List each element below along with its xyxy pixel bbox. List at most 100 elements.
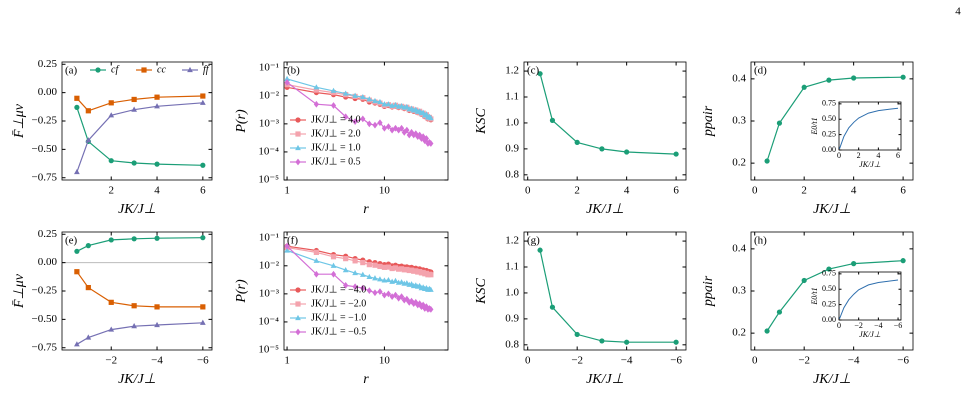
series-line [539, 73, 677, 155]
marker [154, 161, 160, 167]
y-tick-label: 0.50 [822, 114, 836, 123]
marker [284, 75, 290, 81]
y-tick-label: 0.25 [822, 129, 836, 138]
marker [428, 140, 434, 147]
y-tick-label: 10⁻² [259, 89, 280, 101]
marker [377, 98, 383, 105]
x-tick-label: 6 [200, 185, 206, 197]
marker [900, 74, 906, 80]
marker [377, 119, 383, 127]
marker [422, 305, 428, 312]
x-axis-label: JK/J⊥ [859, 330, 881, 339]
marker [381, 124, 388, 132]
marker [372, 97, 378, 104]
series-line [539, 250, 677, 343]
x-axis-label: JK/J⊥ [859, 160, 881, 169]
marker [330, 87, 337, 93]
plot-frame [61, 61, 213, 181]
plot-frame [838, 271, 902, 321]
y-tick-label: 0.00 [822, 315, 836, 324]
marker [381, 277, 388, 283]
marker [352, 269, 358, 276]
y-tick-label: −0.25 [32, 115, 58, 127]
marker [74, 248, 80, 254]
y-tick-label: 0.9 [505, 312, 519, 324]
x-axis-label: r [363, 372, 369, 387]
x-tick-label: −4 [621, 355, 633, 367]
y-tick-label: 1.1 [505, 91, 519, 103]
x-tick-label: 0 [752, 185, 758, 197]
marker [74, 95, 80, 101]
marker [381, 101, 388, 107]
y-axis-label: ppair [701, 275, 716, 307]
marker [85, 137, 92, 143]
y-axis-label: KSC [474, 108, 489, 135]
legend-label: JK/J⊥ = 0.5 [311, 156, 361, 167]
marker [403, 103, 410, 110]
panel-label: (b) [287, 65, 300, 77]
marker [392, 124, 399, 132]
legend-marker [187, 66, 193, 73]
marker [385, 101, 392, 107]
marker [381, 264, 388, 270]
marker [85, 284, 91, 291]
marker [74, 269, 80, 275]
marker [200, 235, 206, 241]
legend-label: cf [111, 64, 119, 75]
x-tick-label: −4 [151, 355, 163, 367]
marker [154, 235, 160, 241]
marker [396, 266, 402, 272]
marker [200, 304, 206, 310]
plot-frame [750, 231, 914, 351]
legend-marker [295, 328, 301, 336]
marker [398, 293, 405, 300]
x-tick-label: −4 [848, 355, 860, 367]
marker [74, 168, 80, 175]
marker [574, 139, 580, 145]
y-tick-label: 0.25 [38, 58, 58, 70]
legend-label: cc [157, 64, 166, 75]
marker [549, 304, 556, 310]
y-tick-label: 0.2 [732, 157, 746, 169]
marker [366, 273, 373, 280]
marker [284, 79, 290, 86]
y-tick-label: 0.25 [38, 228, 58, 240]
marker [352, 258, 358, 264]
marker [342, 267, 349, 273]
y-tick-label: 10⁻² [259, 259, 280, 271]
marker [372, 289, 378, 297]
panel-label: (e) [65, 235, 78, 247]
y-axis-label: P(r) [234, 109, 249, 134]
series-line [76, 237, 203, 252]
marker [131, 96, 137, 103]
marker [427, 115, 434, 121]
marker [851, 261, 857, 267]
marker [377, 276, 383, 282]
panel-label: (c) [527, 65, 540, 77]
legend-marker [95, 67, 101, 73]
y-tick-label: 0.75 [822, 269, 836, 278]
legend-label: JK/J⊥ = −0.5 [311, 326, 366, 337]
y-tick-label: 0.3 [732, 115, 746, 127]
plot-frame [838, 101, 902, 151]
legend-marker [295, 314, 301, 321]
x-tick-label: 2 [108, 185, 114, 197]
marker [537, 247, 543, 253]
y-tick-label: 0.50 [822, 284, 836, 293]
y-tick-label: 1.2 [505, 65, 519, 77]
marker [392, 101, 399, 108]
y-tick-label: 0.25 [822, 299, 836, 308]
plot-frame [283, 231, 449, 351]
x-tick-label: 6 [896, 151, 900, 160]
legend-marker [295, 144, 301, 151]
marker [342, 90, 349, 96]
x-axis-label: r [363, 202, 369, 217]
series-line [76, 107, 203, 166]
y-tick-label: 10⁻⁵ [258, 344, 279, 356]
marker [537, 71, 543, 77]
panel-label: (g) [527, 235, 540, 247]
plot-frame [750, 61, 914, 181]
x-tick-label: 4 [624, 185, 630, 197]
marker [389, 126, 395, 134]
